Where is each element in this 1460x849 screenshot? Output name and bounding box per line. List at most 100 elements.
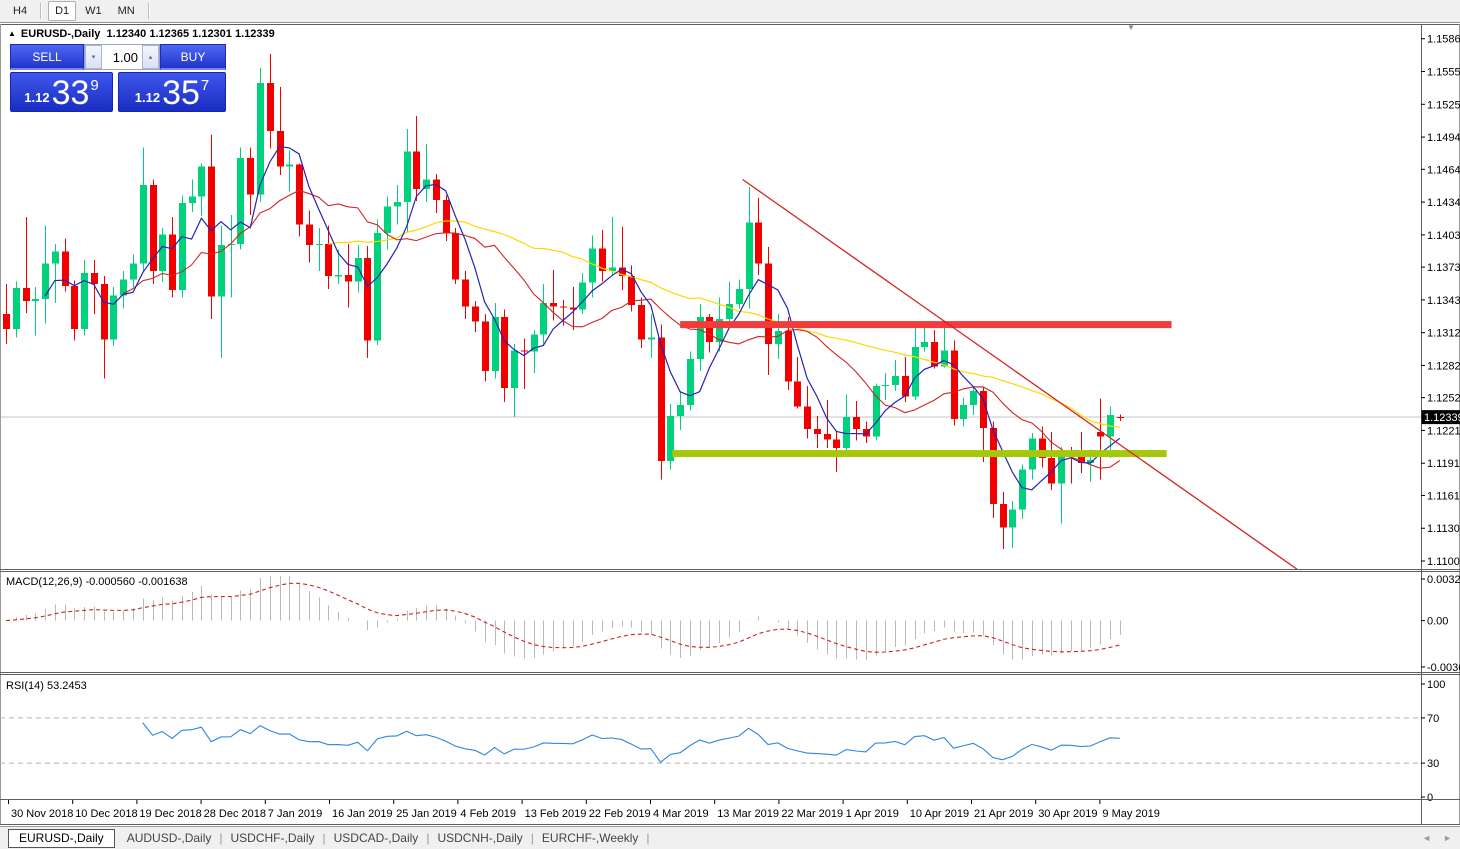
candle-body	[277, 131, 284, 167]
candle-body	[140, 184, 147, 264]
candle-body	[3, 313, 10, 329]
date-axis-label: 13 Mar 2019	[717, 808, 779, 820]
chart-symbol-label: EURUSD-,Daily	[20, 28, 101, 40]
candle-body	[511, 350, 518, 388]
tab-scroll-left-icon[interactable]: ◄	[1422, 833, 1432, 843]
volume-stepper: ▾ ▴	[84, 44, 160, 70]
candle-body	[335, 275, 342, 277]
descending-trendline[interactable]	[742, 178, 1298, 571]
resistance-line[interactable]	[680, 321, 1172, 329]
chart-tab-audusd[interactable]: AUDUSD-,Daily	[126, 831, 212, 845]
price-axis-label: 1.14945	[1427, 132, 1460, 144]
volume-increase-button[interactable]: ▴	[142, 45, 159, 69]
chart-canvas[interactable]: 1.15860 1.15555 1.15250 1.14945 1.14645 1.143…	[0, 0, 1460, 826]
support-line[interactable]	[672, 450, 1167, 458]
timeframe-button-mn[interactable]: MN	[117, 5, 135, 17]
sell-price-button[interactable]: 1.12 33 9	[10, 72, 113, 112]
ma-fast-line	[44, 145, 1121, 491]
tab-separator: |	[530, 831, 534, 845]
trade-panel-collapse-icon[interactable]: ▼	[1127, 23, 1135, 32]
candle-body	[433, 179, 440, 200]
chart-tab-usdchf[interactable]: USDCHF-,Daily	[230, 831, 315, 845]
candle-body	[667, 415, 674, 462]
candle-body	[980, 391, 987, 428]
price-axis-label: 1.13125	[1427, 328, 1460, 340]
chart-tab-usdcad[interactable]: USDCAD-,Daily	[333, 831, 419, 845]
chart-tabbar: EURUSD-,Daily AUDUSD-,Daily | USDCHF-,Daily…	[0, 826, 1460, 849]
date-axis-label: 22 Mar 2019	[781, 808, 843, 820]
rsi-axis-label: 0	[1427, 792, 1433, 804]
candle-body	[462, 279, 469, 307]
candle-body	[267, 82, 274, 132]
candle-body	[32, 298, 39, 301]
volume-decrease-button[interactable]: ▾	[85, 45, 102, 69]
candle-body	[296, 164, 303, 225]
candle-body	[492, 317, 499, 371]
date-axis-label: 30 Nov 2018	[11, 808, 73, 820]
sell-button[interactable]: SELL	[10, 44, 84, 70]
candle-body	[970, 391, 977, 406]
candle-body	[658, 337, 665, 462]
timeframe-button-h4[interactable]: H4	[13, 5, 28, 17]
current-price-badge	[1421, 410, 1460, 425]
candle-body	[775, 331, 782, 344]
candle-body	[81, 273, 88, 329]
date-axis-label: 1 Apr 2019	[846, 808, 899, 820]
candle-body	[609, 267, 616, 271]
rsi-axis-label: 70	[1427, 713, 1439, 725]
candle-body	[736, 289, 743, 305]
candle-body	[628, 276, 635, 306]
buy-price-button[interactable]: 1.12 35 7	[118, 72, 226, 112]
candle-body	[443, 199, 450, 234]
candle-body	[247, 158, 254, 195]
candle-body	[237, 158, 244, 244]
tab-separator: |	[426, 831, 430, 845]
date-axis-label: 4 Feb 2019	[460, 808, 516, 820]
rsi-axis-label: 30	[1427, 758, 1439, 770]
candle-body	[814, 428, 821, 435]
candle-body	[189, 196, 196, 204]
tab-separator: |	[219, 831, 223, 845]
candle-body	[589, 248, 596, 283]
candle-body	[726, 304, 733, 320]
candle-body	[42, 263, 49, 299]
tab-separator: |	[322, 831, 326, 845]
tab-scroll-right-icon[interactable]: ►	[1443, 833, 1452, 843]
candle-body	[384, 206, 391, 234]
candle-body	[501, 317, 508, 388]
candle-body	[531, 334, 538, 352]
date-axis-label: 25 Jan 2019	[396, 808, 457, 820]
candle-body	[1039, 438, 1046, 458]
chart-tab-eurchf[interactable]: EURCHF-,Weekly	[541, 831, 639, 845]
candle-body	[892, 376, 899, 385]
candle-body	[159, 234, 166, 271]
chart-ohlc-values: 1.12340 1.12365 1.12301 1.12339	[106, 28, 275, 40]
chart-tab-eurusd[interactable]: EURUSD-,Daily	[8, 828, 115, 848]
candle-body	[23, 288, 30, 301]
volume-input[interactable]	[102, 45, 142, 69]
candle-body	[120, 279, 127, 296]
buy-button[interactable]: BUY	[160, 44, 226, 70]
date-axis-label: 9 May 2019	[1102, 808, 1159, 820]
candle-body	[179, 203, 186, 291]
candle-body	[579, 282, 586, 310]
chart-collapse-icon[interactable]: ▲	[8, 29, 16, 38]
macd-signal-line	[5, 582, 1120, 653]
price-axis-label: 1.14645	[1427, 164, 1460, 176]
candle-body	[1058, 453, 1065, 484]
price-axis-label: 1.11910	[1427, 458, 1460, 470]
chart-tab-usdcnh[interactable]: USDCNH-,Daily	[437, 831, 523, 845]
toolbar-separator	[40, 3, 43, 19]
date-axis-label: 28 Dec 2018	[204, 808, 266, 820]
candle-body	[921, 341, 928, 348]
date-axis-label: 10 Apr 2019	[910, 808, 969, 820]
price-axis-label: 1.15250	[1427, 99, 1460, 111]
candle-body	[150, 184, 157, 271]
price-axis-label: 1.12820	[1427, 360, 1460, 372]
price-axis-label: 1.14035	[1427, 230, 1460, 242]
timeframe-button-d1[interactable]: D1	[48, 1, 77, 21]
date-axis-label: 16 Jan 2019	[332, 808, 393, 820]
timeframe-button-w1[interactable]: W1	[85, 5, 102, 17]
candle-body	[912, 347, 919, 397]
sell-price-prefix: 1.12	[24, 90, 50, 105]
